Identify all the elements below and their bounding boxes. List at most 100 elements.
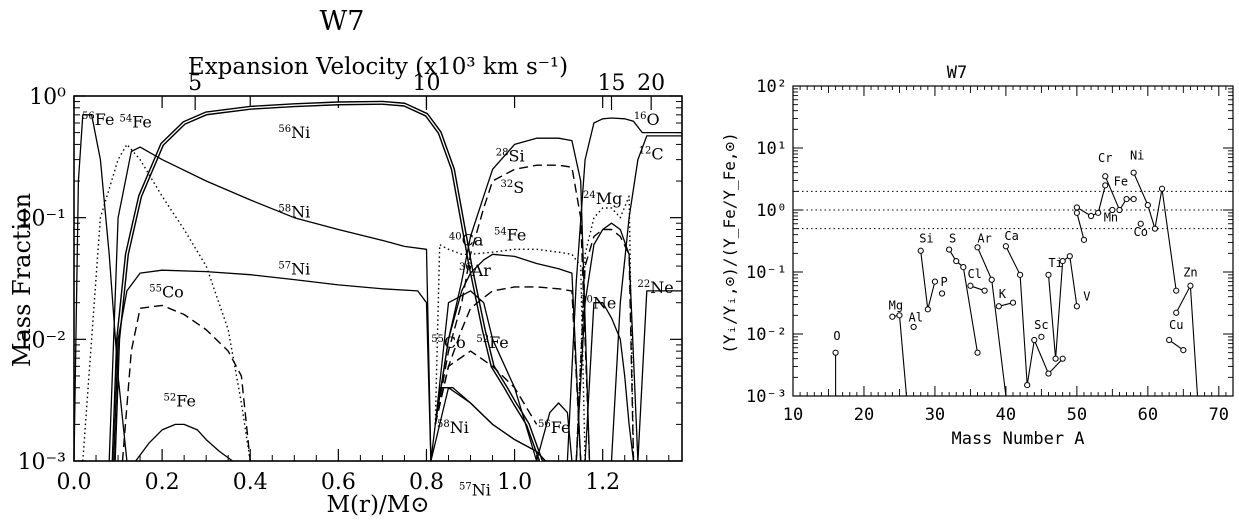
right-data-point	[1059, 257, 1066, 265]
right-label-co: Co	[1134, 225, 1148, 239]
right-label-k: K	[999, 287, 1007, 301]
right-label-o: O	[833, 329, 840, 343]
left-series-54fe	[82, 143, 251, 462]
left-x-tick-label: 0.2	[145, 470, 180, 495]
right-data-point	[960, 263, 967, 271]
right-x-axis-label: Mass Number A	[951, 429, 1084, 449]
right-data-point	[1130, 169, 1137, 176]
right-series-al	[910, 323, 917, 331]
left-series-40ca	[434, 253, 582, 462]
right-x-tick-label: 40	[996, 405, 1016, 425]
right-y-tick-label: 10⁰	[756, 201, 787, 221]
right-y-tick-label: 10⁻³	[746, 387, 787, 407]
right-data-point	[1080, 236, 1088, 243]
left-annotations: 56Fe 54Fe 56Ni 58Ni 57Ni 55Co 52Fe 16O 12C 28Si 32…	[82, 110, 674, 500]
right-label-ca: Ca	[1004, 229, 1018, 243]
right-data-point	[938, 290, 946, 297]
right-series-line	[1005, 246, 1064, 386]
right-series-cr	[1073, 182, 1109, 220]
right-label-s: S	[949, 231, 956, 245]
left-top-axis-label: Expansion Velocity (x10³ km s⁻¹)	[188, 54, 568, 80]
right-data-point	[995, 303, 1002, 310]
right-series-line	[1104, 176, 1134, 212]
right-label-fe: Fe	[1114, 174, 1128, 188]
right-series-line	[1076, 185, 1106, 217]
right-series-zn	[1173, 282, 1205, 397]
right-data-point	[946, 246, 953, 253]
right-data-point	[917, 247, 924, 254]
right-series-line	[948, 249, 979, 353]
right-label-mn: Mn	[1104, 211, 1118, 225]
left-annotation-55co: 55Co	[149, 283, 184, 302]
right-data-point	[1045, 370, 1052, 377]
left-x-tick-label: 0.0	[57, 470, 92, 495]
right-chart-title: W7	[947, 63, 967, 83]
right-label-ar: Ar	[977, 231, 991, 245]
right-series-fe	[1102, 173, 1137, 214]
right-data-point	[1187, 282, 1194, 289]
right-series-co	[1137, 220, 1144, 227]
right-data-point	[1116, 206, 1123, 214]
right-data-point	[910, 323, 917, 331]
right-data-point	[1059, 355, 1066, 362]
left-y-axis-label: Mass Fraction	[8, 193, 36, 367]
right-data-point	[988, 276, 995, 283]
left-y-tick-label: 10⁰	[29, 85, 66, 110]
right-ticks: 10 20 30 40 50 60 70 10⁻³ 10⁻² 10⁻¹ 10⁰ 10¹ 10²	[746, 77, 1233, 425]
right-series-ti	[1045, 253, 1080, 362]
right-data-point	[1130, 195, 1137, 203]
right-series-ca	[1002, 243, 1066, 389]
left-annotation-52fe: 52Fe	[476, 333, 508, 352]
right-series-line	[1175, 283, 1205, 397]
right-data-point	[832, 349, 839, 356]
left-annotation-28si: 28Si	[496, 146, 525, 165]
right-data-point	[1073, 209, 1080, 216]
right-reference-lines	[793, 190, 1233, 230]
left-series-55co	[121, 304, 251, 462]
right-data-point	[1073, 303, 1080, 310]
right-series-mg	[889, 312, 908, 397]
right-data-point	[1109, 206, 1116, 214]
right-label-mg: Mg	[889, 298, 903, 312]
right-data-point	[1045, 271, 1052, 278]
left-series-28si	[434, 137, 591, 462]
left-series-55co-outer	[434, 350, 538, 425]
right-series-ar	[974, 244, 1007, 397]
right-y-tick-label: 10¹	[756, 139, 787, 159]
right-series-k	[995, 299, 1017, 310]
right-data-point	[1073, 204, 1080, 211]
right-label-sc: Sc	[1034, 318, 1048, 332]
right-data-point	[967, 282, 974, 289]
right-series-v	[1073, 209, 1088, 243]
left-annotation-56fe: 56Fe	[82, 110, 114, 129]
right-data-point	[1031, 336, 1038, 344]
left-x-axis-label: M(r)/M⊙	[326, 492, 429, 518]
right-data-point	[1166, 336, 1173, 344]
left-top-tick-label: 20	[637, 71, 665, 96]
left-annotation-58ni: 58Ni	[437, 418, 469, 437]
right-series-cu	[1166, 336, 1187, 354]
right-data-point	[1002, 243, 1010, 250]
right-data-point	[889, 313, 896, 320]
left-x-tick-label: 1.2	[585, 470, 620, 495]
right-x-tick-label: 10	[783, 405, 803, 425]
right-label-v: V	[1083, 289, 1090, 303]
right-series-sc	[1038, 333, 1045, 340]
left-x-tick-label: 1.0	[497, 470, 532, 495]
left-chart: W7 Expansion Velocity (x10³ km s⁻¹) M(r)…	[8, 6, 683, 518]
left-y-tick-label: 10⁻³	[18, 450, 66, 475]
left-top-tick-label: 15	[598, 71, 626, 96]
left-series-dotted-outer	[575, 195, 635, 462]
left-series-20ne	[584, 302, 635, 462]
right-data-point	[1173, 309, 1180, 316]
right-label-ti: Ti	[1048, 256, 1062, 270]
left-y-tick-label: 10⁻¹	[18, 207, 66, 232]
right-data-point	[953, 257, 960, 265]
left-series-16o	[566, 117, 682, 462]
left-y-tick-label: 10⁻²	[18, 328, 66, 353]
right-label-cl: Cl	[967, 267, 981, 281]
left-x-tick-label: 0.4	[233, 470, 268, 495]
right-series-line	[1047, 255, 1078, 359]
right-data-point	[1024, 381, 1031, 389]
